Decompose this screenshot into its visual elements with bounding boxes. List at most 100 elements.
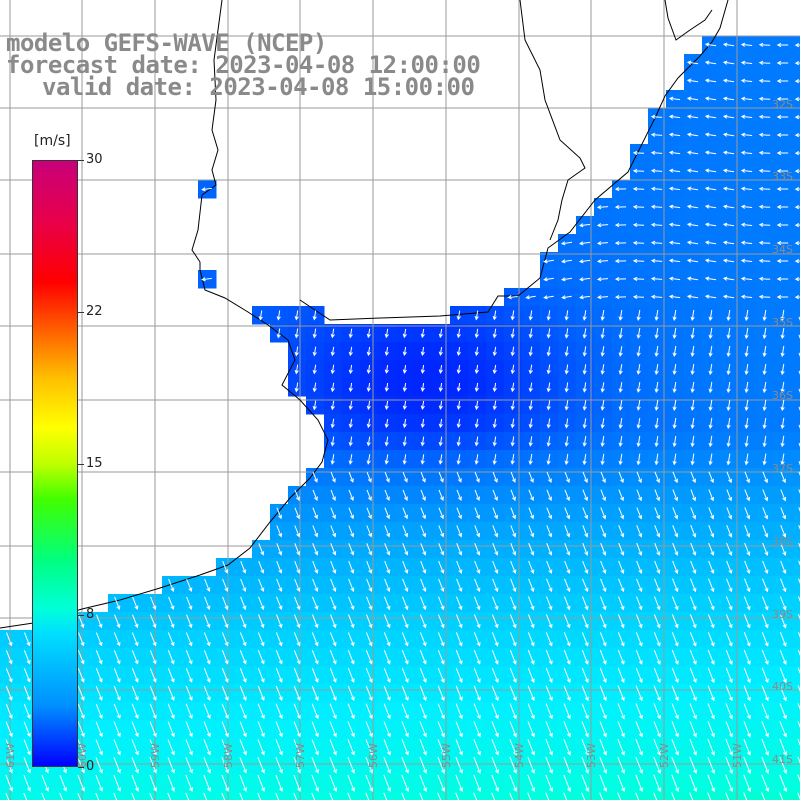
wind-arrow: [312, 525, 319, 538]
wind-arrow: [330, 400, 335, 411]
wind-arrow: [599, 739, 607, 756]
wind-arrow: [614, 276, 627, 282]
wind-arrow: [704, 78, 717, 83]
wind-arrow: [365, 685, 373, 702]
wind-arrow: [149, 739, 157, 756]
wind-arrow: [582, 436, 587, 447]
wind-arrow: [618, 364, 623, 375]
wind-arrow: [474, 596, 481, 611]
wind-arrow: [600, 525, 607, 538]
wind-arrow: [131, 757, 139, 774]
wind-arrow: [797, 614, 800, 620]
speed-cell: [90, 792, 109, 800]
colorbar-tick-mark: [78, 767, 84, 768]
wind-arrow: [708, 381, 713, 394]
wind-arrow: [798, 370, 800, 376]
wind-arrow: [722, 186, 735, 191]
wind-arrow: [455, 774, 464, 793]
wind-arrow: [563, 756, 572, 774]
wind-arrow: [384, 472, 390, 483]
wind-arrow: [744, 309, 749, 322]
speed-cell: [234, 792, 253, 800]
wind-arrow: [528, 489, 534, 502]
wind-arrow: [690, 381, 695, 394]
wind-arrow: [650, 276, 663, 281]
wind-arrow: [686, 168, 699, 173]
wind-arrow: [402, 489, 408, 502]
wind-arrow: [780, 399, 785, 412]
speed-cell: [792, 324, 800, 343]
wind-arrow: [650, 168, 663, 173]
wind-arrow: [455, 792, 460, 800]
wind-arrow: [330, 578, 337, 593]
wind-arrow: [632, 204, 645, 210]
wind-arrow: [509, 739, 517, 756]
wind-arrow: [401, 632, 409, 647]
wind-arrow: [366, 543, 373, 556]
lon-label: 53W: [585, 743, 598, 768]
wind-arrow: [668, 258, 681, 263]
wind-arrow: [419, 756, 427, 774]
wind-arrow: [437, 632, 445, 647]
wind-arrow: [492, 436, 497, 447]
wind-arrow: [780, 578, 787, 593]
wind-arrow: [528, 346, 533, 357]
wind-arrow: [776, 150, 789, 156]
wind-arrow: [794, 168, 800, 174]
wind-arrow: [671, 596, 679, 611]
wind-arrow: [617, 632, 625, 647]
speed-cell: [792, 432, 800, 451]
speed-cell: [270, 792, 289, 800]
wind-arrow: [384, 365, 389, 374]
lon-label: 56W: [367, 743, 380, 768]
wind-arrow: [744, 542, 751, 556]
speed-cell: [792, 396, 800, 415]
wind-arrow: [704, 204, 717, 209]
wind-arrow: [636, 560, 643, 575]
wind-arrow: [635, 632, 643, 647]
speed-cell: [792, 666, 800, 685]
wind-arrow: [437, 739, 445, 756]
wind-arrow: [203, 703, 211, 720]
wind-arrow: [707, 756, 716, 774]
wind-arrow: [582, 560, 589, 574]
wind-arrow: [132, 614, 139, 629]
wind-arrow: [294, 489, 300, 502]
wind-arrow: [704, 96, 717, 101]
wind-arrow: [366, 436, 371, 447]
wind-arrow: [671, 774, 680, 793]
wind-arrow: [599, 685, 607, 702]
wind-arrow: [113, 685, 121, 701]
speed-cell: [18, 792, 37, 800]
wind-arrow: [600, 382, 605, 393]
wind-arrow: [600, 596, 607, 611]
wind-arrow: [293, 685, 301, 702]
wind-arrow: [722, 114, 735, 119]
wind-arrow: [762, 345, 767, 358]
wind-arrow: [455, 756, 463, 774]
wind-arrow: [581, 614, 589, 629]
speed-cell: [792, 306, 800, 325]
wind-arrow: [167, 774, 175, 792]
speed-cell: [720, 792, 739, 800]
wind-arrow: [776, 42, 789, 48]
wind-arrow: [780, 327, 785, 340]
wind-arrow: [239, 685, 247, 702]
wind-arrow: [438, 383, 443, 392]
wind-arrow: [5, 739, 13, 756]
wind-arrow: [546, 436, 551, 447]
wind-arrow: [293, 632, 301, 647]
wind-arrow: [203, 792, 208, 800]
wind-arrow: [239, 650, 247, 665]
wind-arrow: [725, 792, 730, 800]
wind-arrow: [366, 328, 371, 339]
wind-arrow: [686, 150, 699, 155]
wind-arrow: [203, 632, 211, 647]
colorbar-tick-mark: [78, 615, 84, 616]
speed-cell: [72, 792, 91, 800]
colorbar-tick-mark: [78, 464, 84, 465]
speed-cell: [684, 792, 703, 800]
wind-arrow: [510, 400, 515, 411]
wind-arrow: [635, 703, 643, 720]
wind-arrow: [596, 295, 609, 300]
